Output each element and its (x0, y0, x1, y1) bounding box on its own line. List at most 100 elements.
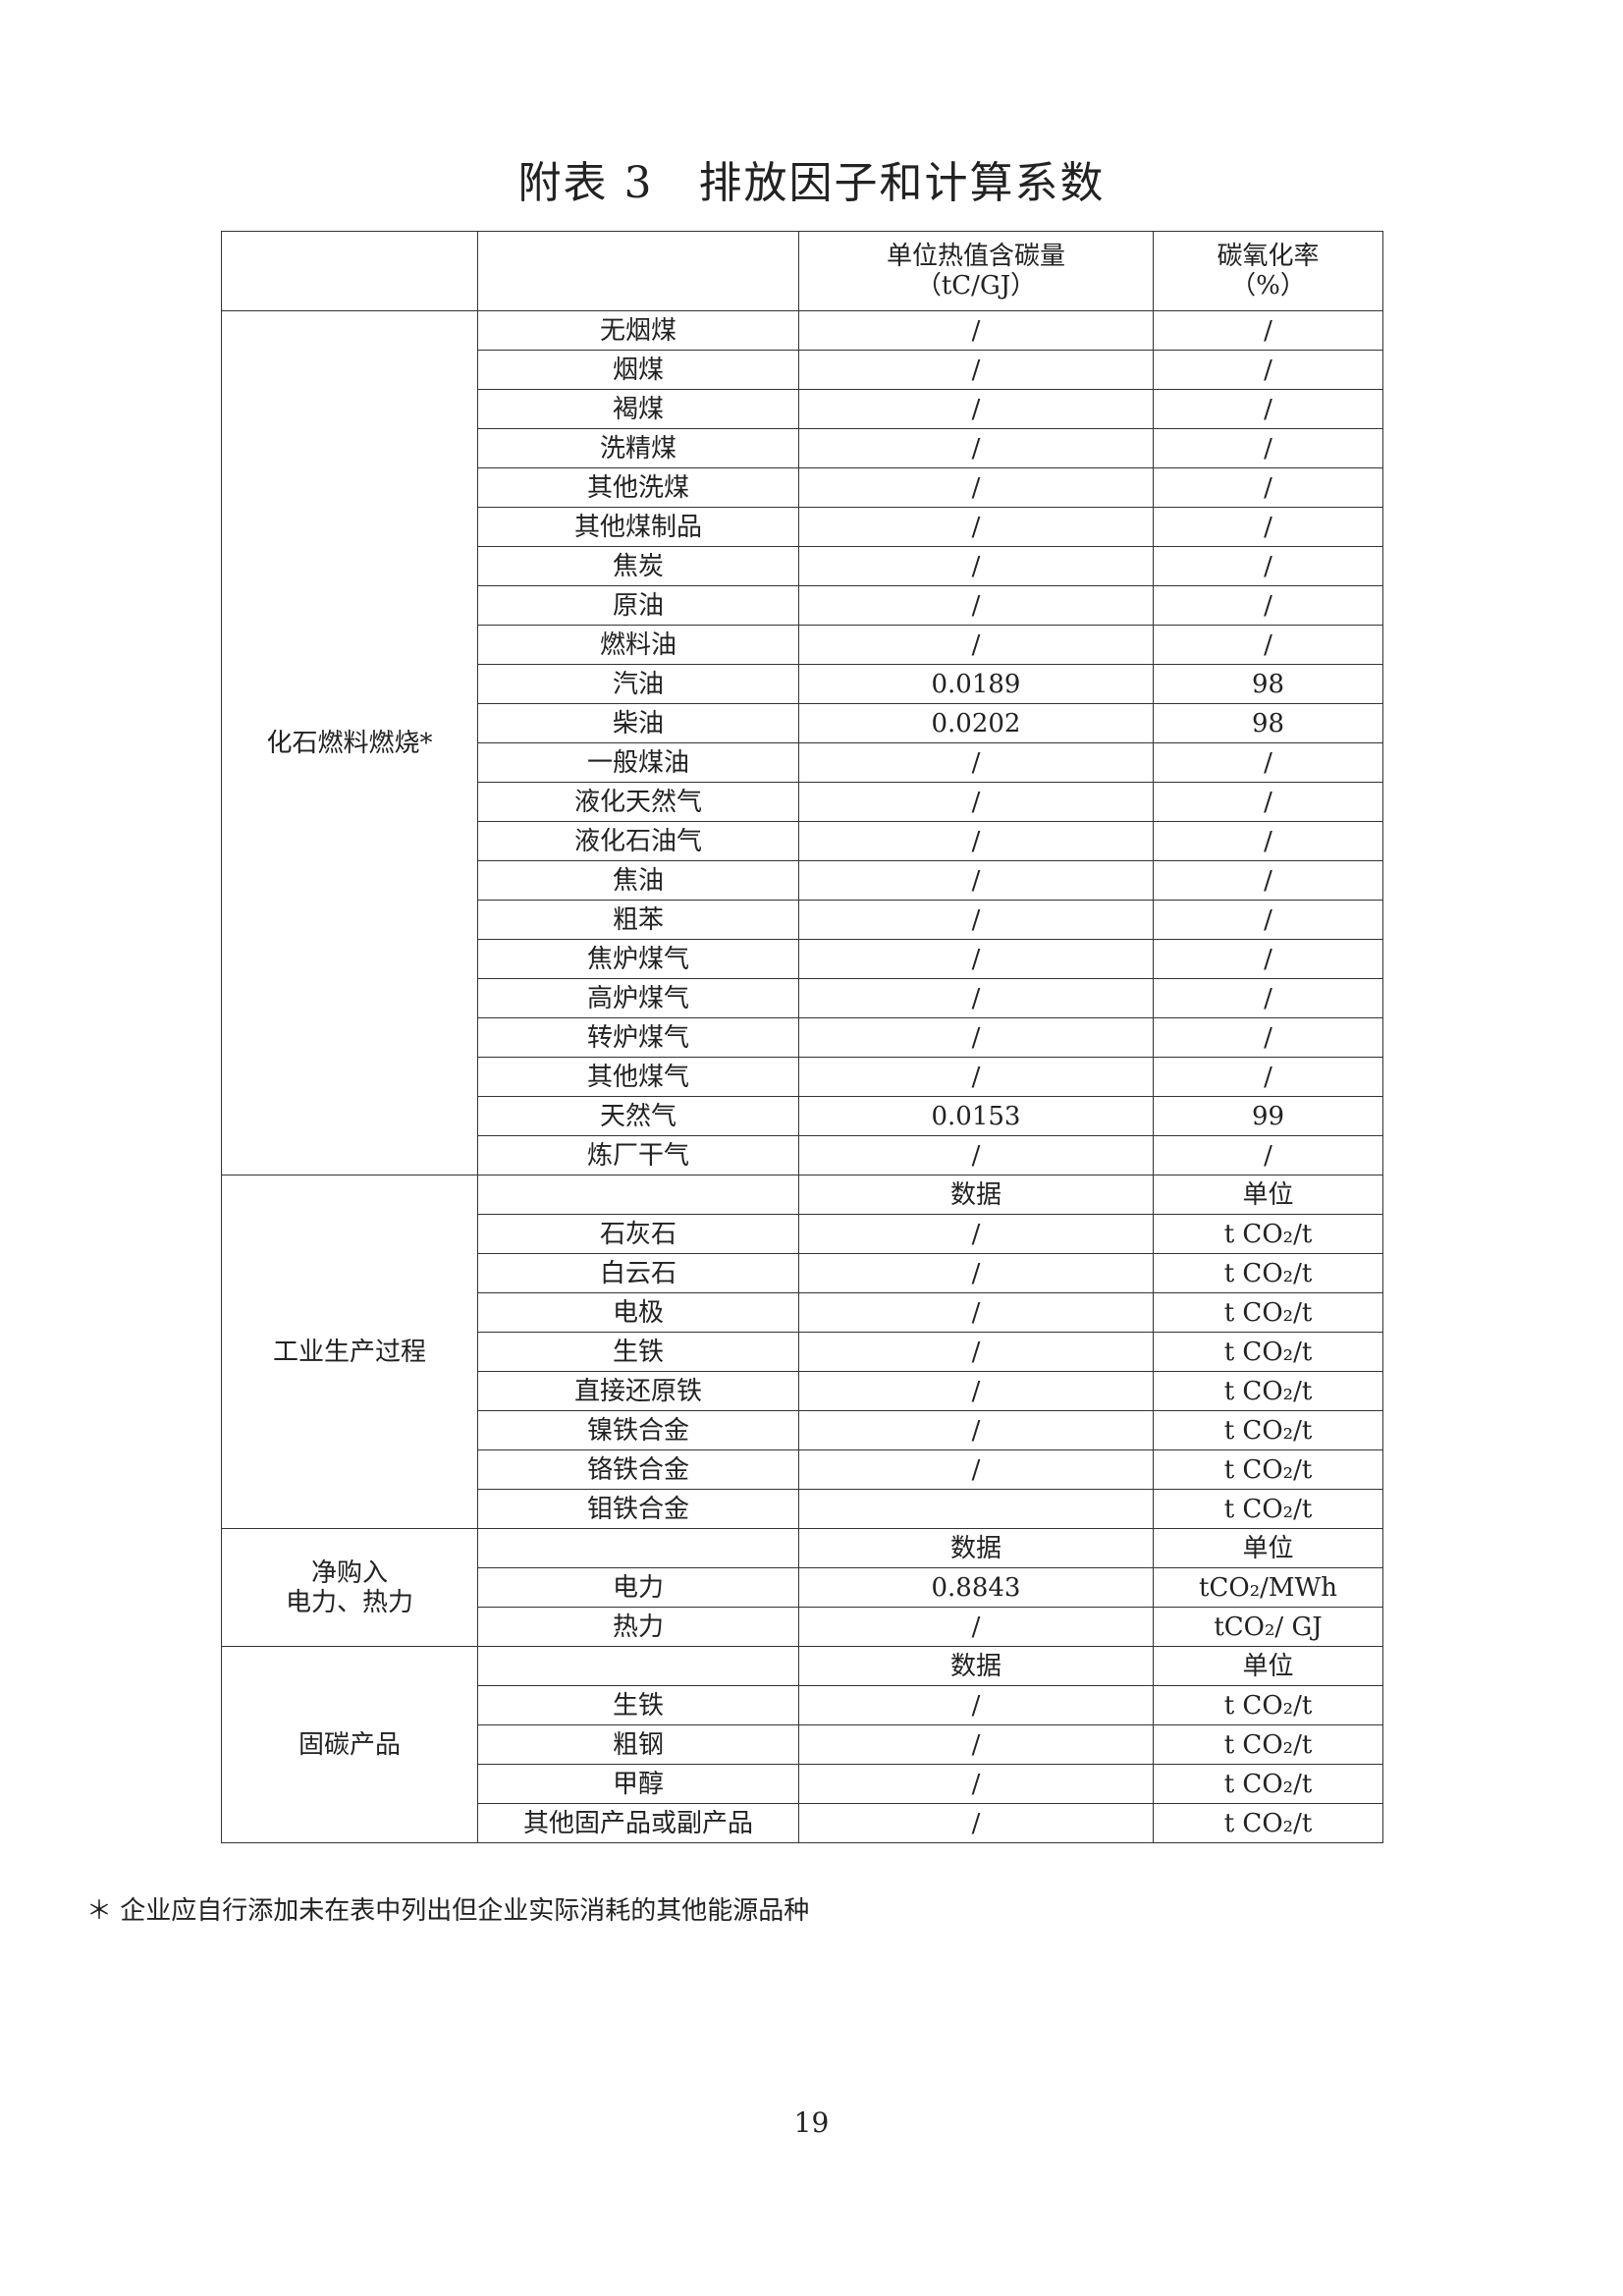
item-name: 生铁 (477, 1685, 799, 1725)
item-name: 褐煤 (477, 389, 799, 429)
item-unit-or-rate: t CO₂/t (1153, 1292, 1383, 1333)
item-unit-or-rate: / (1153, 389, 1383, 429)
item-value: / (798, 1332, 1154, 1372)
item-value: / (798, 1764, 1154, 1804)
item-name: 转炉煤气 (477, 1017, 799, 1058)
item-value: / (798, 1803, 1154, 1843)
item-unit-or-rate: tCO₂/ GJ (1153, 1607, 1383, 1647)
section-label: 工业生产过程 (221, 1175, 478, 1529)
table-row: 一般煤油 / / (222, 742, 1383, 783)
subheader-unit: 单位 (1153, 1175, 1383, 1215)
table-row: 粗苯 / / (222, 900, 1383, 940)
item-unit-or-rate: / (1153, 350, 1383, 390)
table-row: 粗钢 / t CO₂/t (222, 1724, 1383, 1765)
table-row: 白云石 / t CO₂/t (222, 1253, 1383, 1293)
item-unit-or-rate: 99 (1153, 1096, 1383, 1136)
footnote: ＊ 企业应自行添加未在表中列出但企业实际消耗的其他能源品种 (86, 1896, 810, 1926)
item-name: 电极 (477, 1292, 799, 1333)
item-value: / (798, 1724, 1154, 1765)
item-name: 热力 (477, 1607, 799, 1647)
item-value: / (798, 310, 1154, 351)
item-unit-or-rate: t CO₂/t (1153, 1489, 1383, 1529)
table-row: 热力 / tCO₂/ GJ (222, 1607, 1383, 1647)
item-value: / (798, 978, 1154, 1018)
table-row: 燃料油 / / (222, 625, 1383, 665)
item-value: / (798, 1017, 1154, 1058)
item-unit-or-rate: / (1153, 585, 1383, 626)
emission-factor-table: 单位热值含碳量 （tC/GJ） 碳氧化率 （%） 化石燃料燃烧* 无烟煤 / / 烟煤 / / 褐… (221, 231, 1383, 1843)
item-unit-or-rate: t CO₂/t (1153, 1410, 1383, 1450)
item-name: 柴油 (477, 703, 799, 743)
table-row: 液化石油气 / / (222, 821, 1383, 861)
table-row: 原油 / / (222, 585, 1383, 626)
table-row: 钼铁合金 t CO₂/t (222, 1489, 1383, 1529)
item-name: 无烟煤 (477, 310, 799, 351)
item-value: / (798, 782, 1154, 822)
table-row: 汽油 0.0189 98 (222, 664, 1383, 704)
section-label: 固碳产品 (221, 1646, 478, 1843)
subheader-empty (477, 1175, 799, 1215)
item-name: 液化石油气 (477, 821, 799, 861)
item-value: / (798, 1214, 1154, 1254)
header-label: 碳氧化率 (1217, 242, 1320, 271)
item-value: / (798, 1057, 1154, 1097)
item-value: / (798, 900, 1154, 940)
item-name: 炼厂干气 (477, 1135, 799, 1175)
item-value: / (798, 860, 1154, 901)
item-name: 其他煤气 (477, 1057, 799, 1097)
subheader-empty (477, 1646, 799, 1686)
item-unit-or-rate: t CO₂/t (1153, 1253, 1383, 1293)
item-value: / (798, 821, 1154, 861)
item-value: / (798, 1292, 1154, 1333)
item-name: 直接还原铁 (477, 1371, 799, 1411)
item-name: 液化天然气 (477, 782, 799, 822)
item-name: 焦炭 (477, 546, 799, 586)
header-cell-empty (221, 231, 478, 311)
item-name: 烟煤 (477, 350, 799, 390)
header-cell-empty (477, 231, 799, 311)
item-value: / (798, 625, 1154, 665)
item-name: 石灰石 (477, 1214, 799, 1254)
item-name: 天然气 (477, 1096, 799, 1136)
table-row: 石灰石 / t CO₂/t (222, 1214, 1383, 1254)
item-unit-or-rate: t CO₂/t (1153, 1449, 1383, 1490)
item-unit-or-rate: / (1153, 625, 1383, 665)
item-unit-or-rate: 98 (1153, 703, 1383, 743)
page-number: 19 (793, 2106, 830, 2139)
item-unit-or-rate: / (1153, 1017, 1383, 1058)
item-value: / (798, 1685, 1154, 1725)
subheader-row: 工业生产过程 数据 单位 (221, 1175, 1383, 1529)
item-value: / (798, 428, 1154, 468)
item-unit-or-rate: / (1153, 467, 1383, 508)
item-name: 电力 (477, 1567, 799, 1608)
item-unit-or-rate: / (1153, 1057, 1383, 1097)
item-name: 洗精煤 (477, 428, 799, 468)
item-value: / (798, 350, 1154, 390)
item-name: 燃料油 (477, 625, 799, 665)
item-unit-or-rate: / (1153, 428, 1383, 468)
item-name: 粗苯 (477, 900, 799, 940)
item-name: 原油 (477, 585, 799, 626)
header-unit: （tC/GJ） (915, 271, 1037, 301)
header-unit: （%） (1230, 271, 1306, 301)
table-row: 电力 0.8843 tCO₂/MWh (222, 1567, 1383, 1608)
item-value: / (798, 1135, 1154, 1175)
item-unit-or-rate: / (1153, 1135, 1383, 1175)
item-name: 粗钢 (477, 1724, 799, 1765)
item-value: / (798, 742, 1154, 783)
item-name: 焦油 (477, 860, 799, 901)
section-label: 化石燃料燃烧* (221, 310, 478, 1175)
item-value: / (798, 1371, 1154, 1411)
subheader-unit: 单位 (1153, 1528, 1383, 1568)
subheader-data: 数据 (798, 1528, 1154, 1568)
subheader-empty (477, 1528, 799, 1568)
item-unit-or-rate: t CO₂/t (1153, 1724, 1383, 1765)
header-label: 单位热值含碳量 (886, 242, 1065, 271)
item-value (798, 1489, 1154, 1529)
item-unit-or-rate: t CO₂/t (1153, 1214, 1383, 1254)
item-name: 其他固产品或副产品 (477, 1803, 799, 1843)
item-name: 生铁 (477, 1332, 799, 1372)
item-value: / (798, 1449, 1154, 1490)
item-value: / (798, 467, 1154, 508)
table-row: 焦油 / / (222, 860, 1383, 901)
